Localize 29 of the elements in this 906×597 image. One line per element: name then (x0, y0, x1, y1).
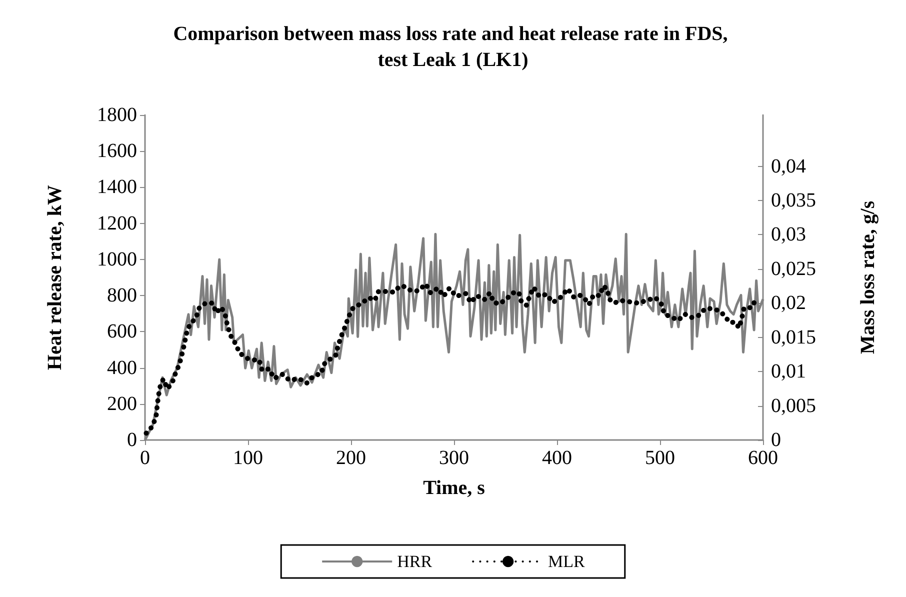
y-tick-label: 1600 (97, 140, 137, 162)
y2-tick-label: 0,04 (771, 155, 806, 178)
legend-label: HRR (397, 552, 433, 571)
y-axis-title: Heat release rate, kW (44, 184, 66, 370)
chart-title: Comparison between mass loss rate and heat release rate in FDS, test Leak 1 (LK1) (173, 23, 733, 71)
y2-tick-label: 0,025 (771, 258, 816, 280)
y-tick-label: 0 (127, 429, 137, 451)
legend-label: MLR (548, 552, 586, 571)
y2-tick-label: 0,02 (771, 292, 806, 314)
x-axis-title: Time, s (423, 477, 486, 499)
y-tick-label: 600 (107, 320, 137, 343)
y-tick-label: 800 (107, 284, 137, 307)
x-tick-label: 500 (645, 447, 675, 469)
y2-tick-label: 0,005 (771, 394, 816, 417)
y-tick-label: 1200 (97, 212, 137, 234)
y-tick-label: 200 (107, 392, 137, 415)
x-tick-label: 100 (233, 447, 263, 469)
y-tick-label: 1000 (97, 248, 137, 270)
y-tick-label: 1800 (97, 104, 137, 126)
x-tick-label: 400 (542, 447, 572, 469)
y-tick-label: 1400 (97, 176, 137, 198)
y-tick-label: 400 (107, 356, 137, 379)
y2-tick-label: 0,015 (771, 326, 816, 348)
x-tick-label: 300 (439, 447, 469, 469)
y2-axis-title: Mass loss rate, g/s (857, 200, 879, 354)
y2-tick-label: 0,035 (771, 190, 816, 212)
y2-tick-label: 0,03 (771, 224, 806, 246)
y2-tick-label: 0,01 (771, 360, 806, 383)
x-tick-label: 200 (336, 447, 366, 469)
